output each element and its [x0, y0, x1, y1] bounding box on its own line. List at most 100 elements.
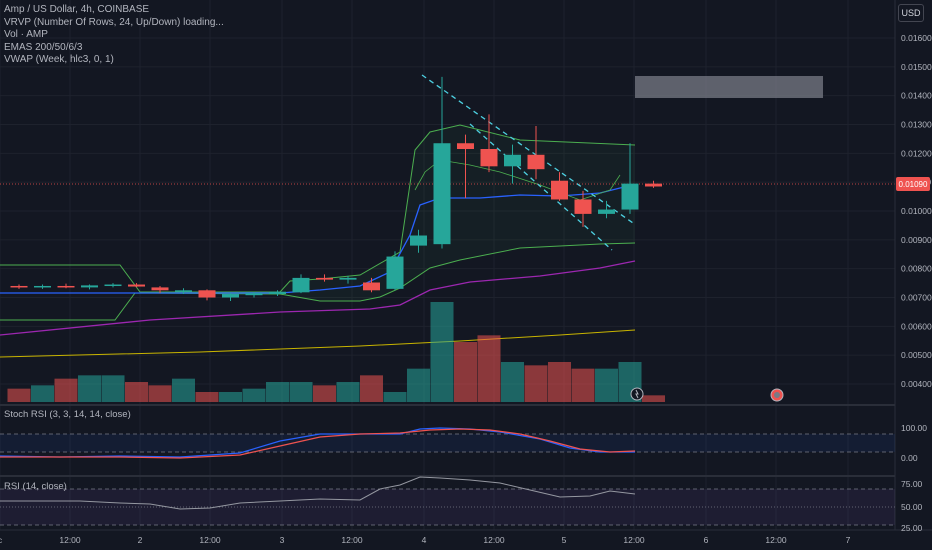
candle[interactable]: [57, 283, 75, 289]
candle[interactable]: [316, 274, 333, 282]
price-tick-label: 0.01300: [901, 120, 932, 130]
event-marker-left[interactable]: [630, 387, 644, 401]
rsi-line: [0, 476, 636, 510]
time-tick-label: 12:00: [341, 535, 363, 545]
volume-bar: [78, 375, 101, 402]
candle[interactable]: [457, 134, 474, 199]
candle[interactable]: [363, 277, 380, 293]
stoch-tick-label: 100.00: [901, 423, 927, 433]
time-tick-label: 4: [422, 535, 427, 545]
candle[interactable]: [621, 143, 639, 214]
candle[interactable]: [81, 284, 98, 290]
price-tick-label: 0.00700: [901, 293, 932, 303]
current-price-text: 0.01090: [899, 180, 928, 189]
currency-badge[interactable]: USD: [898, 4, 924, 22]
candle[interactable]: [645, 180, 662, 188]
candle[interactable]: [386, 251, 404, 291]
legend-vrvp[interactable]: VRVP (Number Of Rows, 24, Up/Down) loadi…: [4, 16, 224, 28]
time-tick-label: 12:00: [483, 535, 505, 545]
price-tick-label: 0.00500: [901, 350, 932, 360]
price-tick-label: 0.01400: [901, 91, 932, 101]
volume-bar: [383, 392, 407, 402]
volume-bar: [430, 302, 454, 402]
candle[interactable]: [269, 290, 286, 297]
stoch-tick-label: 0.00: [901, 453, 918, 463]
price-axis[interactable]: 0.016000.015000.014000.013000.012000.011…: [901, 33, 932, 389]
price-tick-label: 0.01200: [901, 148, 932, 158]
legend-emas[interactable]: EMAS 200/50/6/3: [4, 41, 83, 53]
time-tick-label: 7: [846, 535, 851, 545]
volume-bar: [336, 382, 360, 402]
time-tick-label: 6: [704, 535, 709, 545]
candle[interactable]: [34, 284, 51, 289]
chart-legend: Amp / US Dollar, 4h, COINBASE VRVP (Numb…: [4, 4, 224, 67]
rsi-pane[interactable]: [0, 476, 895, 526]
event-marker-right[interactable]: [770, 388, 784, 402]
time-tick-label: 12:00: [623, 535, 645, 545]
candle[interactable]: [198, 289, 216, 301]
rsi-axis: 75.00 50.00 25.00: [901, 479, 923, 533]
legend-vwap[interactable]: VWAP (Week, hlc3, 0, 1): [4, 54, 114, 65]
volume-bar: [595, 368, 618, 402]
candle[interactable]: [480, 114, 498, 173]
candlesticks[interactable]: [10, 76, 663, 301]
volume-bar: [172, 378, 195, 402]
volume-bar: [477, 335, 501, 402]
current-price-tag: 0.01090: [896, 177, 930, 191]
candle[interactable]: [574, 190, 592, 227]
price-tick-label: 0.00900: [901, 235, 932, 245]
price-tick-label: 0.01500: [901, 62, 932, 72]
volume-bar: [524, 365, 548, 402]
rsi-tick-label: 50.00: [901, 502, 923, 512]
volume-bar: [31, 385, 54, 402]
flag-trendlines[interactable]: [421, 74, 634, 251]
price-tick-label: 0.00600: [901, 321, 932, 331]
volume-bar: [642, 395, 665, 402]
volume-bar: [313, 385, 336, 402]
ema-purple-line: [0, 260, 636, 336]
candle[interactable]: [292, 274, 310, 294]
stoch-rsi-title[interactable]: Stoch RSI (3, 3, 14, 14, close): [4, 409, 131, 420]
volume-bar: [7, 388, 31, 402]
symbol-title[interactable]: Amp / US Dollar, 4h, COINBASE: [4, 4, 150, 15]
volume-bar: [571, 368, 595, 402]
time-tick-label: 2: [138, 535, 143, 545]
volume-bar: [548, 362, 571, 402]
volume-bar: [266, 382, 289, 402]
stoch-k-line: [0, 427, 635, 458]
volume-bar: [125, 382, 148, 402]
candle[interactable]: [551, 172, 568, 201]
candle[interactable]: [504, 144, 521, 184]
rsi-tick-label: 25.00: [901, 523, 923, 533]
price-range-box[interactable]: [635, 76, 823, 98]
candle[interactable]: [433, 76, 451, 249]
candle[interactable]: [104, 283, 122, 288]
candle[interactable]: [598, 200, 615, 219]
legend-vol[interactable]: Vol · AMP: [4, 29, 48, 40]
candle[interactable]: [175, 288, 192, 295]
stoch-rsi-pane[interactable]: [0, 427, 895, 459]
volume-bar: [360, 375, 383, 402]
candle[interactable]: [151, 285, 169, 294]
ema-blue-line: [0, 184, 636, 294]
stoch-d-line: [0, 428, 636, 459]
candle[interactable]: [128, 283, 145, 288]
volume-bar: [407, 368, 430, 402]
candle[interactable]: [527, 125, 545, 180]
candle[interactable]: [245, 292, 263, 298]
volume-bar: [219, 392, 242, 402]
volume-bar: [501, 362, 524, 402]
time-axis[interactable]: c 12:00 2 12:00 3 12:00 4 12:00 5 12:00 6 12:00 7: [0, 535, 851, 545]
candle[interactable]: [10, 284, 28, 289]
candle[interactable]: [410, 229, 427, 253]
candle[interactable]: [339, 275, 357, 284]
price-tick-label: 0.01600: [901, 33, 932, 43]
time-tick-label: c: [0, 535, 3, 545]
rsi-title[interactable]: RSI (14, close): [4, 481, 67, 492]
volume-bars: [7, 302, 665, 402]
price-tick-label: 0.00400: [901, 379, 932, 389]
volume-bar: [289, 382, 313, 402]
time-tick-label: 12:00: [199, 535, 221, 545]
candle[interactable]: [222, 293, 239, 301]
